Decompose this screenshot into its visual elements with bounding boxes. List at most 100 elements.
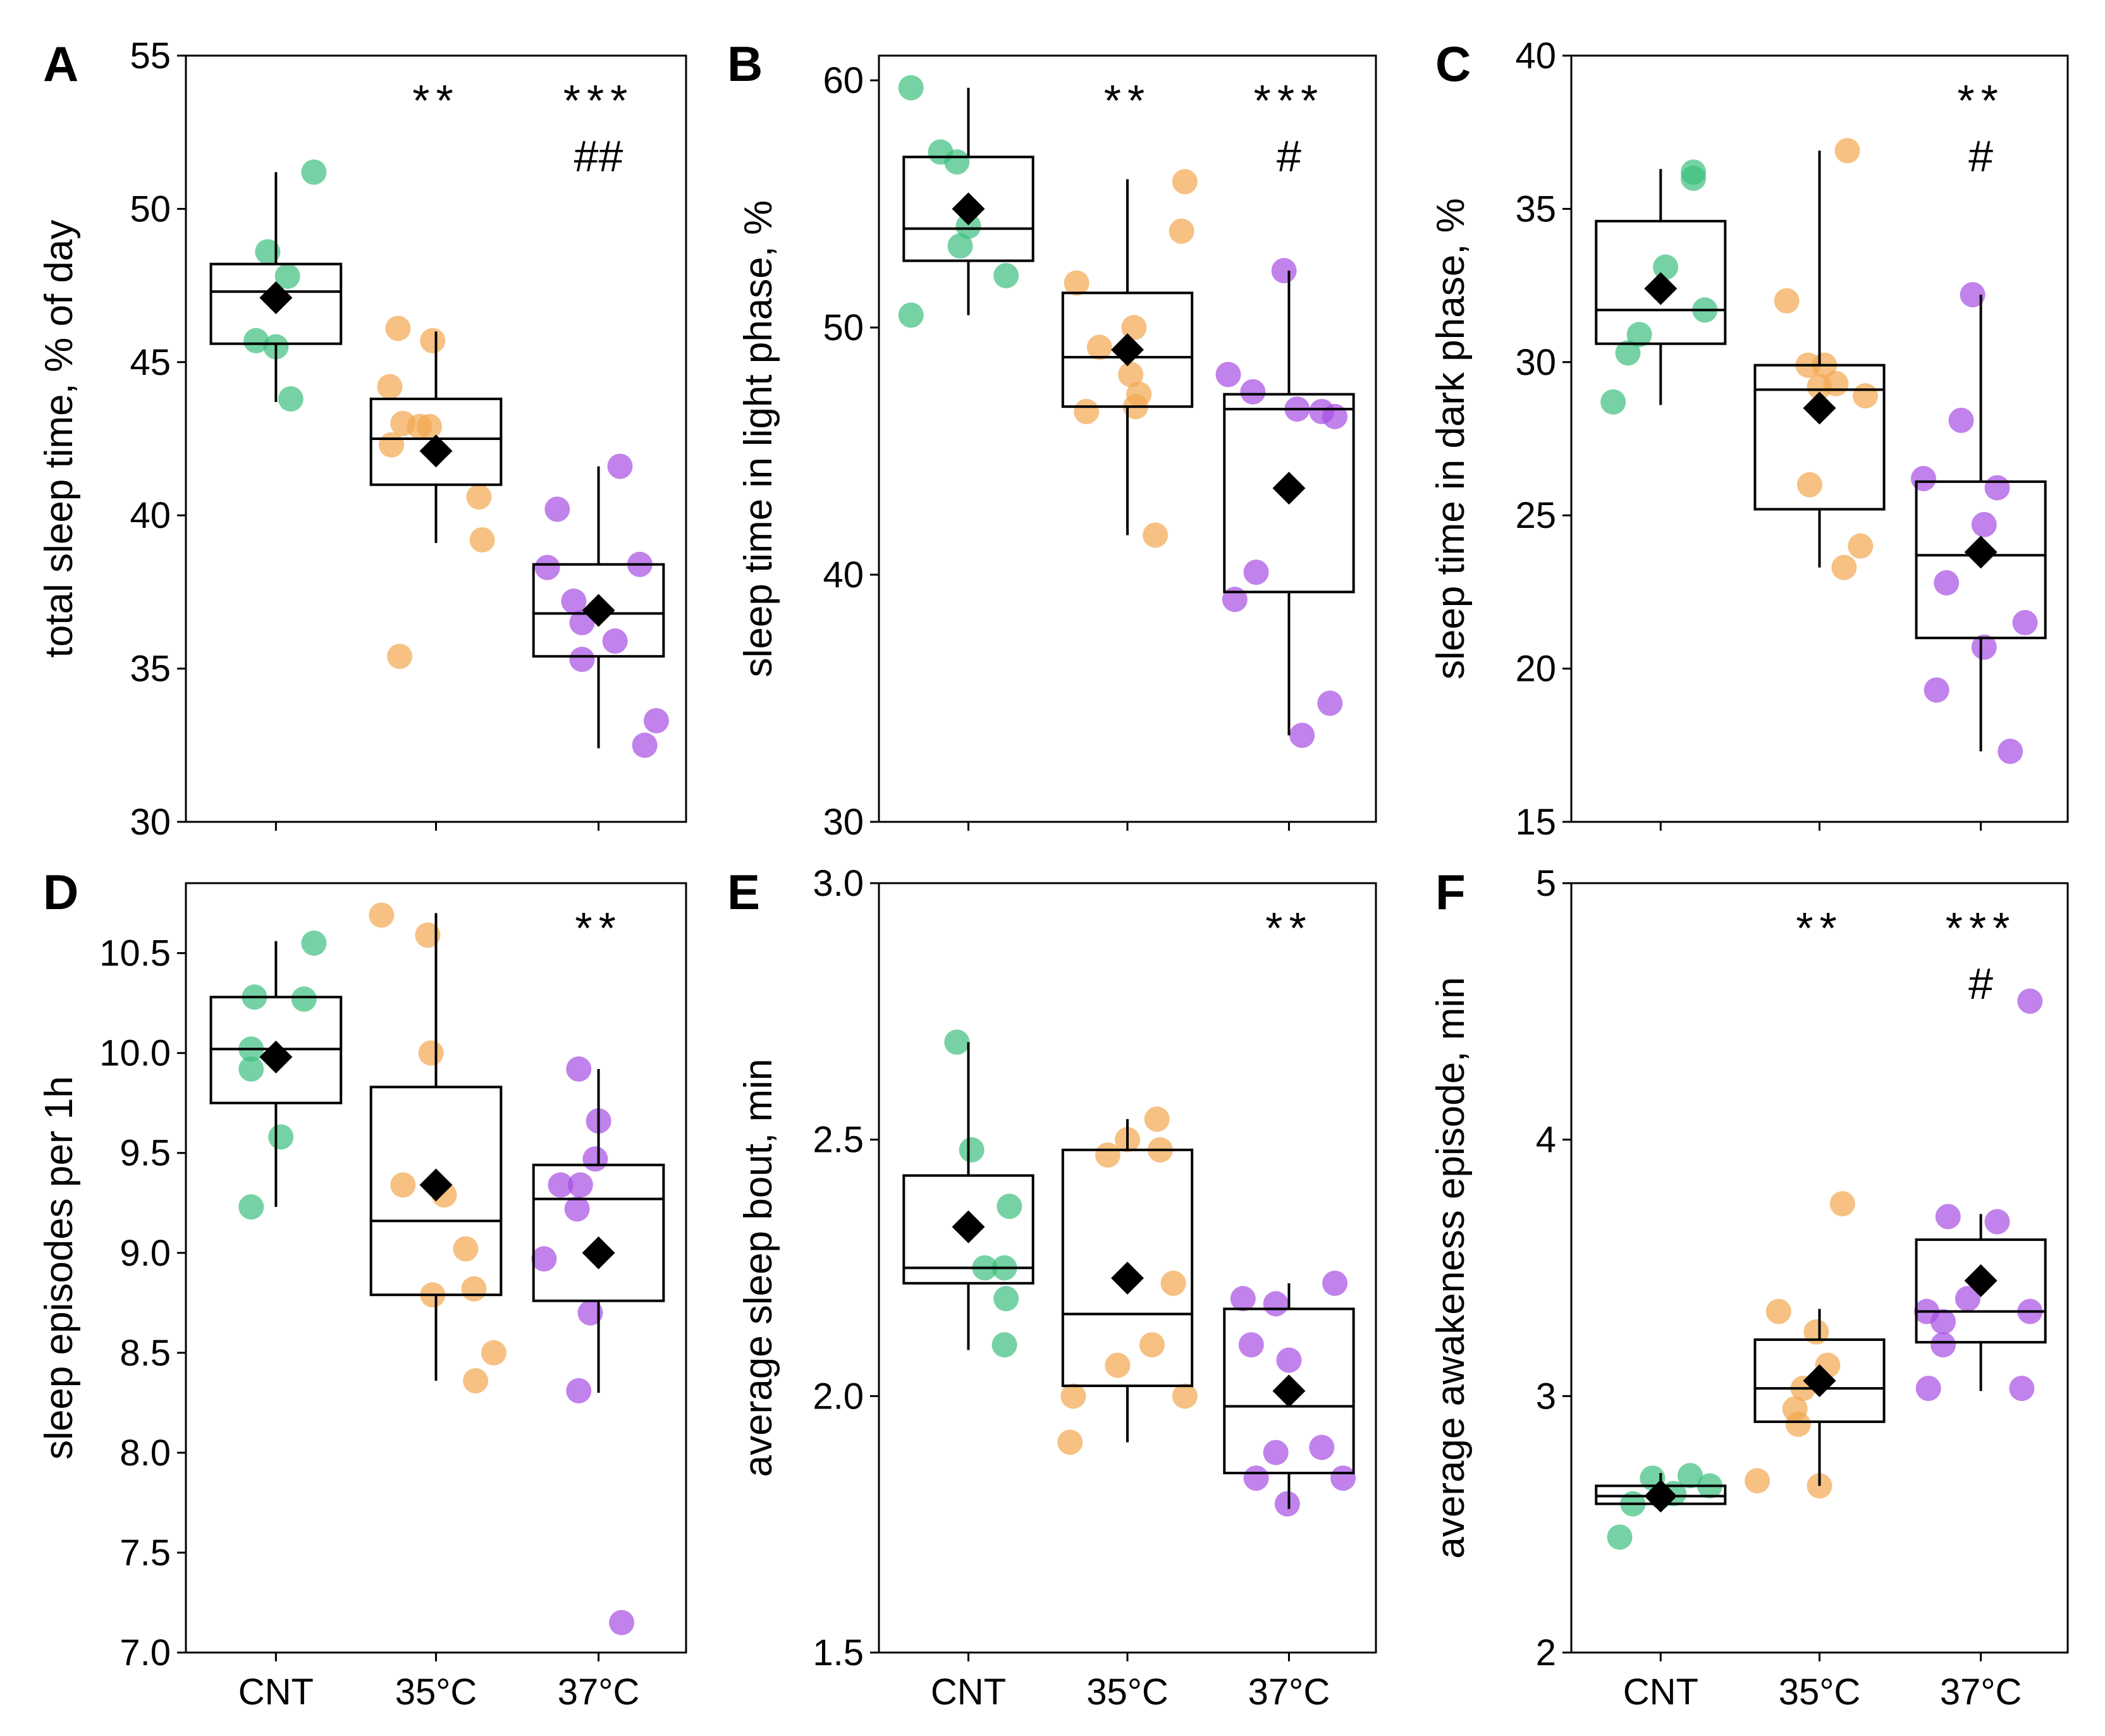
- mean-marker: [952, 192, 985, 226]
- data-point: [1853, 383, 1879, 409]
- mean-marker: [259, 1041, 293, 1074]
- y-tick-label: 30: [130, 802, 171, 843]
- data-point: [1948, 407, 1974, 433]
- data-point: [415, 922, 441, 948]
- data-point: [1915, 1376, 1941, 1402]
- data-point: [1322, 403, 1348, 429]
- group-cnt: [209, 930, 343, 1220]
- y-tick-label: 5: [1536, 863, 1556, 904]
- y-tick-label: 3: [1536, 1376, 1556, 1417]
- y-tick-label: 9.5: [120, 1133, 171, 1174]
- group-37c: [531, 1056, 665, 1635]
- data-point: [1930, 1309, 1956, 1335]
- data-point: [1745, 1468, 1771, 1494]
- data-point: [1322, 1270, 1348, 1296]
- significance-stars: **: [1796, 903, 1843, 953]
- mean-marker: [1644, 1479, 1678, 1513]
- data-point: [564, 1196, 590, 1222]
- y-tick-label: 2.0: [813, 1376, 864, 1417]
- data-point: [1934, 570, 1960, 596]
- data-point: [463, 1368, 489, 1394]
- x-tick-label: CNT: [238, 1672, 314, 1713]
- data-point: [1309, 1434, 1335, 1460]
- panel-d: D 7.0 7.5 8.0 8.5 9.0 9.5 10.0 10.5 sleep episode…: [37, 864, 687, 1713]
- data-point: [632, 732, 658, 758]
- data-point: [243, 327, 269, 353]
- panel-letter: C: [1435, 36, 1471, 92]
- data-point: [461, 1276, 487, 1302]
- data-point: [1330, 1465, 1356, 1491]
- y-tick-label: 45: [130, 342, 171, 383]
- significance-stars: **: [575, 903, 622, 953]
- data-point: [1086, 334, 1112, 360]
- data-point: [2012, 609, 2038, 635]
- x-tick-label: 35°C: [1086, 1672, 1169, 1713]
- significance-hash: #: [1968, 959, 1993, 1008]
- data-point: [1143, 522, 1169, 548]
- data-point: [643, 708, 669, 734]
- y-tick-label: 4: [1536, 1120, 1556, 1161]
- data-point: [418, 1040, 444, 1066]
- data-point: [1924, 677, 1949, 703]
- y-axis-label: total sleep time, % of day: [37, 220, 81, 658]
- data-point: [1984, 475, 2010, 501]
- mean-marker: [1964, 1264, 1998, 1297]
- data-point: [369, 902, 395, 928]
- data-point: [1074, 398, 1100, 424]
- group-cnt: [898, 75, 1034, 328]
- y-tick-label: 9.0: [120, 1233, 171, 1274]
- data-point: [1160, 1270, 1186, 1296]
- mean-marker: [1644, 272, 1678, 305]
- data-point: [1834, 138, 1860, 164]
- group-37c: [1910, 282, 2047, 764]
- data-point: [993, 262, 1019, 288]
- data-point: [255, 239, 281, 265]
- y-tick-label: 7.5: [120, 1532, 171, 1574]
- significance-stars: **: [1957, 76, 2004, 125]
- data-point: [997, 1194, 1022, 1219]
- data-point: [1796, 472, 1822, 498]
- data-point: [1060, 1383, 1086, 1409]
- data-point: [1971, 634, 1997, 660]
- data-point: [1243, 1465, 1269, 1491]
- data-point: [453, 1236, 479, 1262]
- data-point: [1276, 1347, 1302, 1373]
- mean-marker: [1803, 391, 1836, 425]
- box: [532, 1163, 665, 1302]
- data-point: [481, 1340, 506, 1366]
- box: [1223, 393, 1355, 594]
- group-cnt: [209, 159, 343, 412]
- data-point: [1823, 370, 1849, 396]
- y-tick-label: 50: [130, 188, 171, 229]
- data-point: [417, 413, 443, 439]
- data-point: [1317, 690, 1343, 716]
- y-tick-label: 25: [1515, 495, 1556, 536]
- data-point: [1774, 288, 1800, 314]
- significance-stars: ***: [1946, 903, 2016, 953]
- box: [1753, 364, 1886, 511]
- data-point: [1910, 466, 1936, 492]
- data-point: [944, 149, 970, 175]
- data-point: [577, 1300, 603, 1326]
- data-point: [1274, 1491, 1300, 1517]
- y-axis-label: sleep time in dark phase, %: [1429, 198, 1473, 680]
- box: [369, 1085, 503, 1297]
- data-point: [1765, 1299, 1791, 1324]
- data-point: [1064, 270, 1089, 296]
- panel-a: A 30 35 40 45 50 55 total sleep time, % of day *…: [37, 35, 687, 843]
- data-point: [390, 1172, 416, 1198]
- data-point: [569, 647, 595, 673]
- data-point: [1930, 1332, 1956, 1358]
- y-tick-label: 3.0: [813, 863, 864, 904]
- group-35c: [369, 902, 506, 1394]
- group-37c: [1215, 258, 1355, 749]
- box: [1915, 480, 2047, 640]
- x-tick-label: 35°C: [1779, 1672, 1861, 1713]
- significance-hash: ##: [574, 131, 623, 181]
- data-point: [609, 1610, 635, 1635]
- data-point: [1172, 1383, 1198, 1409]
- data-point: [466, 484, 492, 510]
- y-tick-label: 20: [1515, 649, 1556, 690]
- data-point: [1105, 1352, 1131, 1378]
- data-point: [1243, 559, 1269, 585]
